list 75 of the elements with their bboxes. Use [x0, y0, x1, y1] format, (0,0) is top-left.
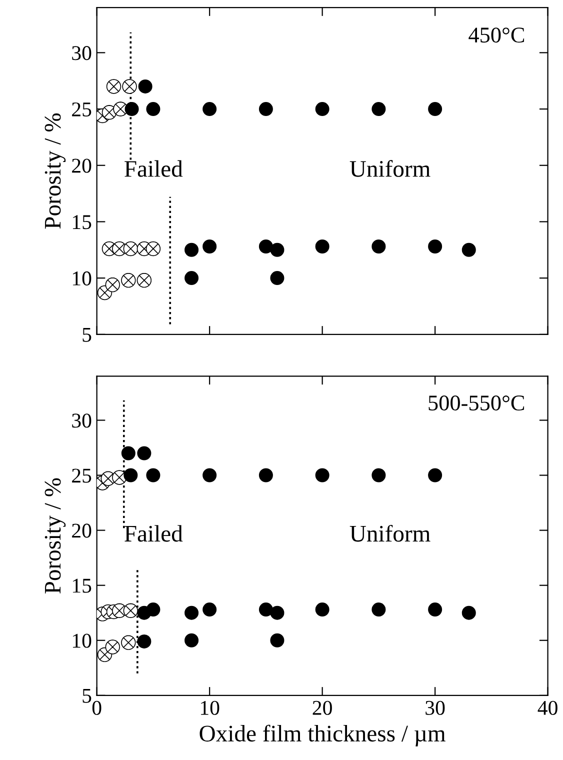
- annotation: 500-550°C: [428, 395, 524, 410]
- point: [258, 468, 273, 482]
- point: [106, 79, 122, 94]
- x-tick-label: 30: [426, 700, 445, 715]
- point: [124, 102, 139, 116]
- y-tick-label: 5: [82, 328, 92, 342]
- point: [270, 606, 284, 620]
- point: [137, 634, 152, 648]
- y-tick-label: 10: [72, 271, 92, 286]
- point: [202, 102, 217, 116]
- y-axis-title: Porosity / %: [44, 113, 66, 229]
- y-tick-label: 25: [72, 468, 92, 483]
- point: [146, 602, 160, 617]
- y-tick-label: 15: [72, 215, 92, 230]
- y-tick-label: 15: [72, 578, 92, 593]
- y-tick-label: 20: [72, 158, 92, 173]
- x-tick-label: 0: [92, 700, 102, 715]
- point: [428, 239, 442, 254]
- point: [258, 102, 273, 116]
- point: [202, 468, 217, 482]
- point: [270, 271, 284, 286]
- annotation: Uniform: [350, 160, 430, 177]
- point: [137, 446, 152, 460]
- point: [462, 606, 476, 620]
- point: [184, 242, 199, 257]
- point: [122, 79, 137, 94]
- point: [372, 102, 386, 116]
- point: [270, 633, 284, 648]
- point: [123, 241, 138, 256]
- annotation: 450°C: [468, 28, 524, 43]
- x-tick-label: 20: [312, 700, 332, 715]
- point: [124, 468, 138, 482]
- point: [146, 241, 161, 256]
- point: [372, 468, 386, 482]
- point: [123, 603, 138, 618]
- point: [105, 640, 120, 654]
- point: [315, 602, 330, 617]
- point: [202, 602, 217, 617]
- point: [184, 271, 199, 286]
- x-axis-title: Oxide film thickness / µm: [200, 724, 446, 746]
- point: [184, 633, 199, 648]
- x-tick-label: 10: [200, 700, 220, 715]
- point: [428, 468, 442, 482]
- y-tick-label: 30: [72, 414, 92, 428]
- point: [270, 242, 284, 257]
- point: [315, 102, 330, 116]
- point: [372, 239, 386, 254]
- point: [258, 602, 273, 617]
- point: [462, 242, 476, 257]
- annotation: Uniform: [350, 524, 430, 542]
- x-tick-label: 40: [538, 700, 558, 715]
- y-tick-label: 30: [72, 46, 92, 60]
- point: [146, 102, 160, 116]
- point: [202, 239, 217, 254]
- point: [121, 446, 136, 460]
- point: [258, 239, 273, 254]
- point: [121, 272, 136, 288]
- y-tick-label: 5: [82, 688, 92, 703]
- point: [105, 277, 120, 292]
- point: [121, 635, 136, 650]
- point: [138, 79, 152, 94]
- point: [315, 239, 330, 254]
- point: [428, 602, 442, 617]
- point: [372, 602, 386, 617]
- point: [315, 468, 330, 482]
- annotation: Failed: [124, 525, 183, 542]
- y-tick-label: 25: [72, 102, 92, 116]
- point: [184, 606, 199, 620]
- annotation: Failed: [124, 160, 183, 177]
- y-tick-label: 20: [72, 524, 92, 538]
- y-axis-title: Porosity / %: [44, 478, 66, 594]
- point: [146, 468, 160, 482]
- point: [428, 102, 442, 116]
- point: [136, 272, 152, 288]
- y-tick-label: 10: [72, 634, 92, 648]
